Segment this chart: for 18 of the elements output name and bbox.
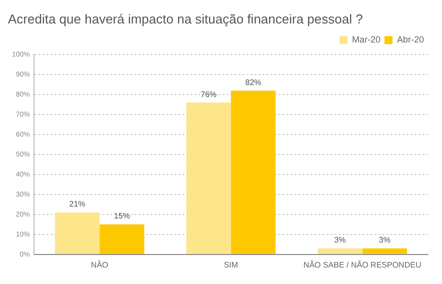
x-tick-label: SIM: [224, 260, 238, 270]
x-tick-label: NÃO: [90, 259, 108, 270]
data-label: 76%: [200, 90, 217, 99]
legend-label: Mar-20: [352, 34, 380, 45]
bar: [362, 248, 407, 254]
data-label: 3%: [334, 236, 346, 245]
data-label: 15%: [114, 212, 130, 221]
x-tick-label: NÃO SABE / NÃO RESPONDEU: [303, 259, 422, 270]
data-label: 82%: [245, 78, 262, 87]
bar: [230, 90, 276, 254]
bar: [100, 224, 144, 254]
chart-title: Acredita que haverá impacto na situação financeira pessoal ?: [8, 11, 363, 26]
bar: [318, 248, 362, 254]
bar: [186, 102, 231, 254]
legend-label: Abr-20: [396, 34, 424, 45]
data-label: 21%: [69, 200, 86, 209]
data-label: 3%: [378, 236, 390, 245]
bar: [54, 212, 100, 254]
